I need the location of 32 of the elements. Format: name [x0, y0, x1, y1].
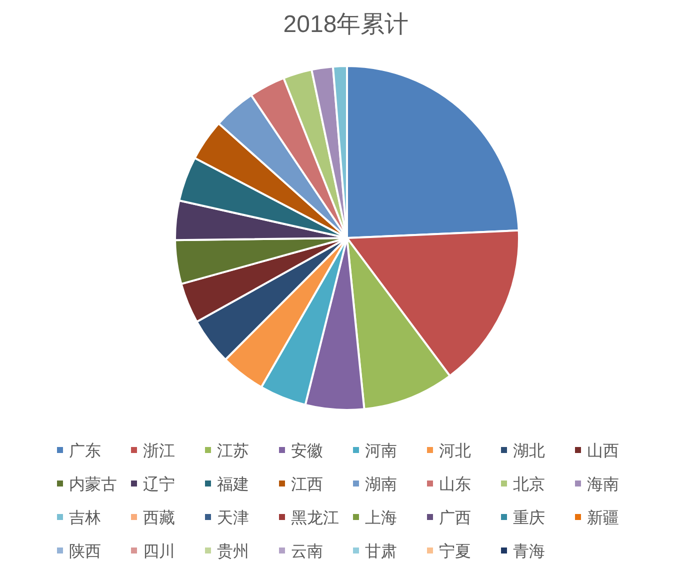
legend-label: 广西: [439, 509, 471, 527]
legend-label: 陕西: [69, 544, 101, 560]
legend-label: 湖南: [365, 476, 397, 494]
legend-label: 云南: [291, 542, 323, 560]
legend-label: 重庆: [513, 509, 545, 527]
legend-label: 天津: [217, 509, 249, 527]
legend-label: 江西: [291, 476, 323, 494]
legend-label: 浙江: [143, 442, 175, 460]
legend-label: 海南: [587, 476, 619, 494]
chart-title: 2018年累计: [283, 11, 409, 38]
legend-label: 福建: [217, 476, 249, 494]
legend-label: 广东: [69, 442, 101, 460]
legend-label: 河北: [439, 442, 471, 460]
legend-label: 西藏: [143, 509, 175, 527]
legend-label: 湖北: [513, 442, 545, 460]
legend-label: 黑龙江: [291, 509, 339, 527]
legend-label: 河南: [365, 442, 397, 460]
legend-label: 新疆: [587, 509, 619, 527]
legend-label: 安徽: [291, 442, 323, 460]
legend-label: 贵州: [217, 542, 249, 560]
legend-label: 北京: [513, 476, 545, 494]
legend-label: 辽宁: [143, 476, 175, 494]
legend-label: 上海: [365, 509, 397, 527]
legend-label: 甘肃: [365, 542, 397, 560]
legend-label: 四川: [143, 542, 175, 560]
legend-label: 宁夏: [439, 542, 471, 560]
legend-label: 山西: [587, 442, 619, 460]
legend-label: 吉林: [69, 509, 101, 527]
legend-label: 内蒙古: [69, 476, 117, 494]
legend-label: 山东: [439, 476, 471, 494]
legend-label: 青海: [513, 542, 545, 560]
legend-label: 江苏: [217, 442, 249, 460]
